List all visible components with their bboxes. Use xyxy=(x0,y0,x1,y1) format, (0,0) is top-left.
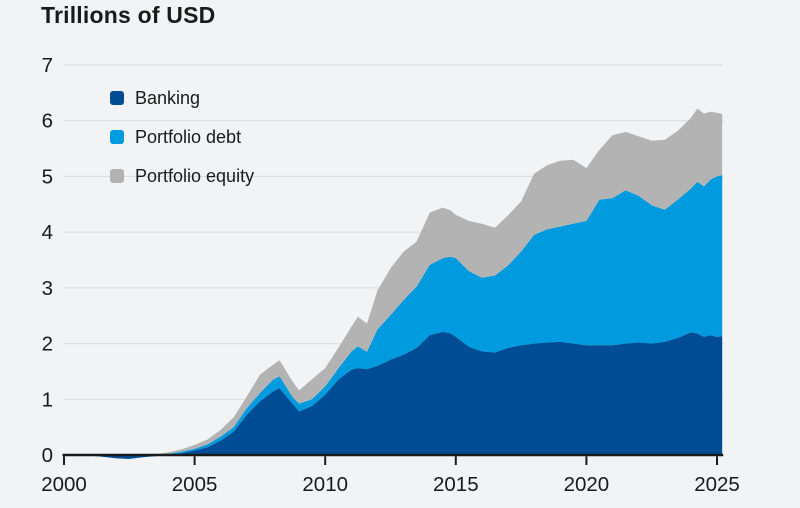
y-tick-label: 7 xyxy=(42,54,53,77)
x-tick-label: 2010 xyxy=(302,473,348,496)
y-tick-label: 5 xyxy=(42,165,53,188)
area-portfolio-equity xyxy=(64,108,723,458)
y-tick-label: 4 xyxy=(42,221,53,244)
area-banking xyxy=(64,331,723,459)
banking-color-swatch xyxy=(110,91,124,105)
legend: Banking Portfolio debt Portfolio equity xyxy=(110,87,255,206)
portfolio-debt-color-swatch xyxy=(110,130,124,144)
y-tick-label: 0 xyxy=(42,444,53,467)
y-tick-label: 1 xyxy=(42,388,53,411)
legend-label-banking: Banking xyxy=(135,87,201,108)
x-tick-label: 2000 xyxy=(41,473,87,496)
area-portfolio-debt xyxy=(64,175,723,459)
x-tick-label: 2025 xyxy=(694,473,740,496)
legend-label-portfolio-debt: Portfolio debt xyxy=(135,126,242,147)
y-tick-label: 2 xyxy=(42,333,53,356)
chart-title: Trillions of USD xyxy=(41,2,216,28)
legend-item-portfolio-debt: Portfolio debt xyxy=(110,126,254,147)
x-tick-label: 2020 xyxy=(564,473,610,496)
y-tick-label: 3 xyxy=(42,277,53,300)
legend-item-banking: Banking xyxy=(110,87,254,108)
legend-item-portfolio-equity: Portfolio equity xyxy=(110,165,255,186)
y-tick-label: 6 xyxy=(42,110,53,133)
legend-label-portfolio-equity: Portfolio equity xyxy=(135,165,255,186)
portfolio-equity-color-swatch xyxy=(110,169,124,183)
x-tick-label: 2005 xyxy=(172,473,218,496)
x-tick-label: 2015 xyxy=(433,473,479,496)
